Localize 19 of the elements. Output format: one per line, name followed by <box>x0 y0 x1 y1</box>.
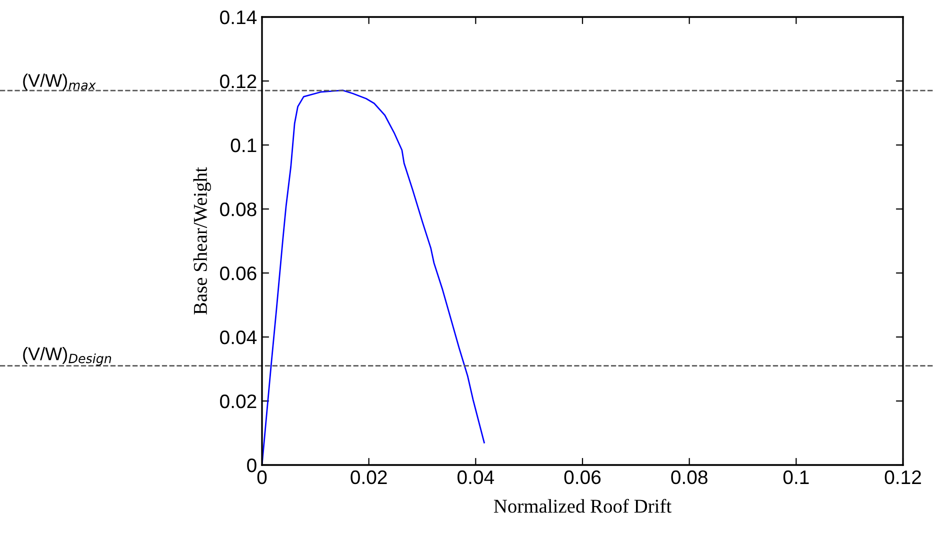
y-tick-label: 0.14 <box>220 10 257 24</box>
y-tick-label: 0.1 <box>230 138 256 152</box>
x-tick-label: 0.02 <box>350 470 387 484</box>
y-tick-label: 0.12 <box>220 74 256 88</box>
y-tick-label: 0.08 <box>220 202 256 216</box>
x-tick-label: 0.08 <box>671 470 708 484</box>
ref-line-label: (V/W)$_{max}$ <box>23 74 96 90</box>
x-tick-label: 0.04 <box>458 470 494 484</box>
x-tick-label: 0.06 <box>564 470 601 484</box>
y-tick-label: 0 <box>247 458 256 472</box>
x-axis-title: Normalized Roof Drift <box>494 498 672 513</box>
x-tick-label: 0.1 <box>783 470 809 484</box>
ref-line-label: (V/W)$_{Design}$ <box>23 347 112 366</box>
y-tick-label: 0.06 <box>220 266 256 280</box>
y-tick-label: 0.04 <box>220 330 257 344</box>
y-tick-label: 0.02 <box>220 394 256 408</box>
x-tick-label: 0 <box>257 470 267 484</box>
x-tick-label: 0.12 <box>884 470 921 484</box>
y-axis-title: Base Shear/Weight <box>193 167 211 314</box>
